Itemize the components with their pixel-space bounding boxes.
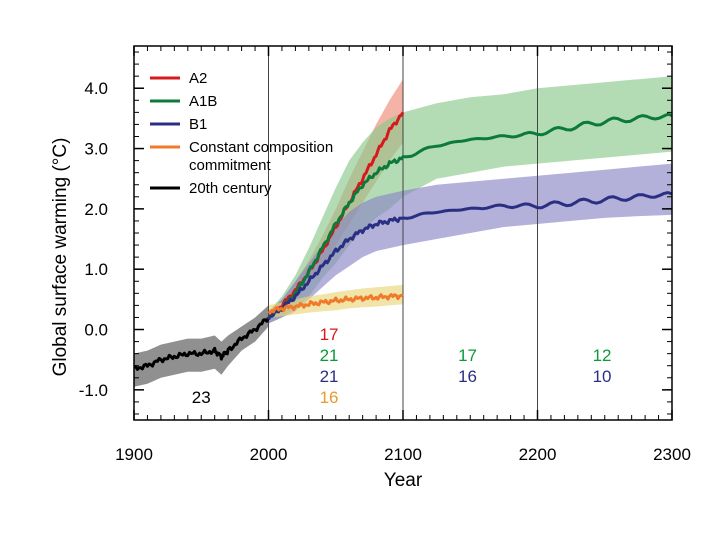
line-b1 — [267, 191, 673, 321]
y-tick-label: 2.0 — [84, 200, 108, 219]
y-tick-label: -1.0 — [79, 381, 108, 400]
x-axis-title: Year — [384, 470, 423, 491]
line-a1b — [267, 112, 673, 320]
line-a2 — [267, 111, 405, 320]
x-tick-label: 1900 — [115, 445, 153, 464]
reference-lines — [268, 46, 538, 420]
model-count-label: 16 — [458, 367, 477, 386]
legend-label: Constant composition — [189, 139, 333, 156]
x-tick-label: 2100 — [384, 445, 422, 464]
series-lines — [133, 111, 673, 371]
x-axis-ticks: 1900 2000 2100 2200 2300 — [115, 46, 691, 464]
legend-label: A2 — [189, 70, 207, 87]
model-count-label: 10 — [593, 367, 612, 386]
x-tick-label: 2300 — [653, 445, 691, 464]
legend-label: commitment — [189, 157, 272, 174]
band-a1b — [268, 76, 672, 324]
band-constant-composition-commitment — [268, 284, 403, 318]
y-tick-label: 3.0 — [84, 140, 108, 159]
y-tick-label: 4.0 — [84, 79, 108, 98]
y-axis-ticks: -1.0 0.0 1.0 2.0 3.0 4.0 — [79, 51, 672, 415]
x-tick-label: 2000 — [250, 445, 288, 464]
model-count-label: 21 — [320, 367, 339, 386]
y-axis-title: Global surface warming (°C) — [50, 138, 71, 377]
y-tick-label: 1.0 — [84, 260, 108, 279]
band-20th-century — [134, 305, 269, 387]
model-count-label: 12 — [593, 346, 612, 365]
model-count-label: 17 — [458, 346, 477, 365]
y-tick-label: 0.0 — [84, 321, 108, 340]
x-tick-label: 2200 — [519, 445, 557, 464]
line-20th-century — [133, 316, 270, 371]
model-count-label: 21 — [320, 346, 339, 365]
model-count-label: 16 — [320, 388, 339, 407]
model-count-annotations: 23 17 21 21 16 17 16 12 10 — [192, 325, 612, 407]
legend-label: 20th century — [189, 180, 272, 197]
model-count-label: 23 — [192, 388, 211, 407]
legend-label: A1B — [189, 93, 217, 110]
line-constant-composition-commitment — [267, 293, 404, 315]
model-count-label: 17 — [320, 325, 339, 344]
legend-label: B1 — [189, 116, 207, 133]
